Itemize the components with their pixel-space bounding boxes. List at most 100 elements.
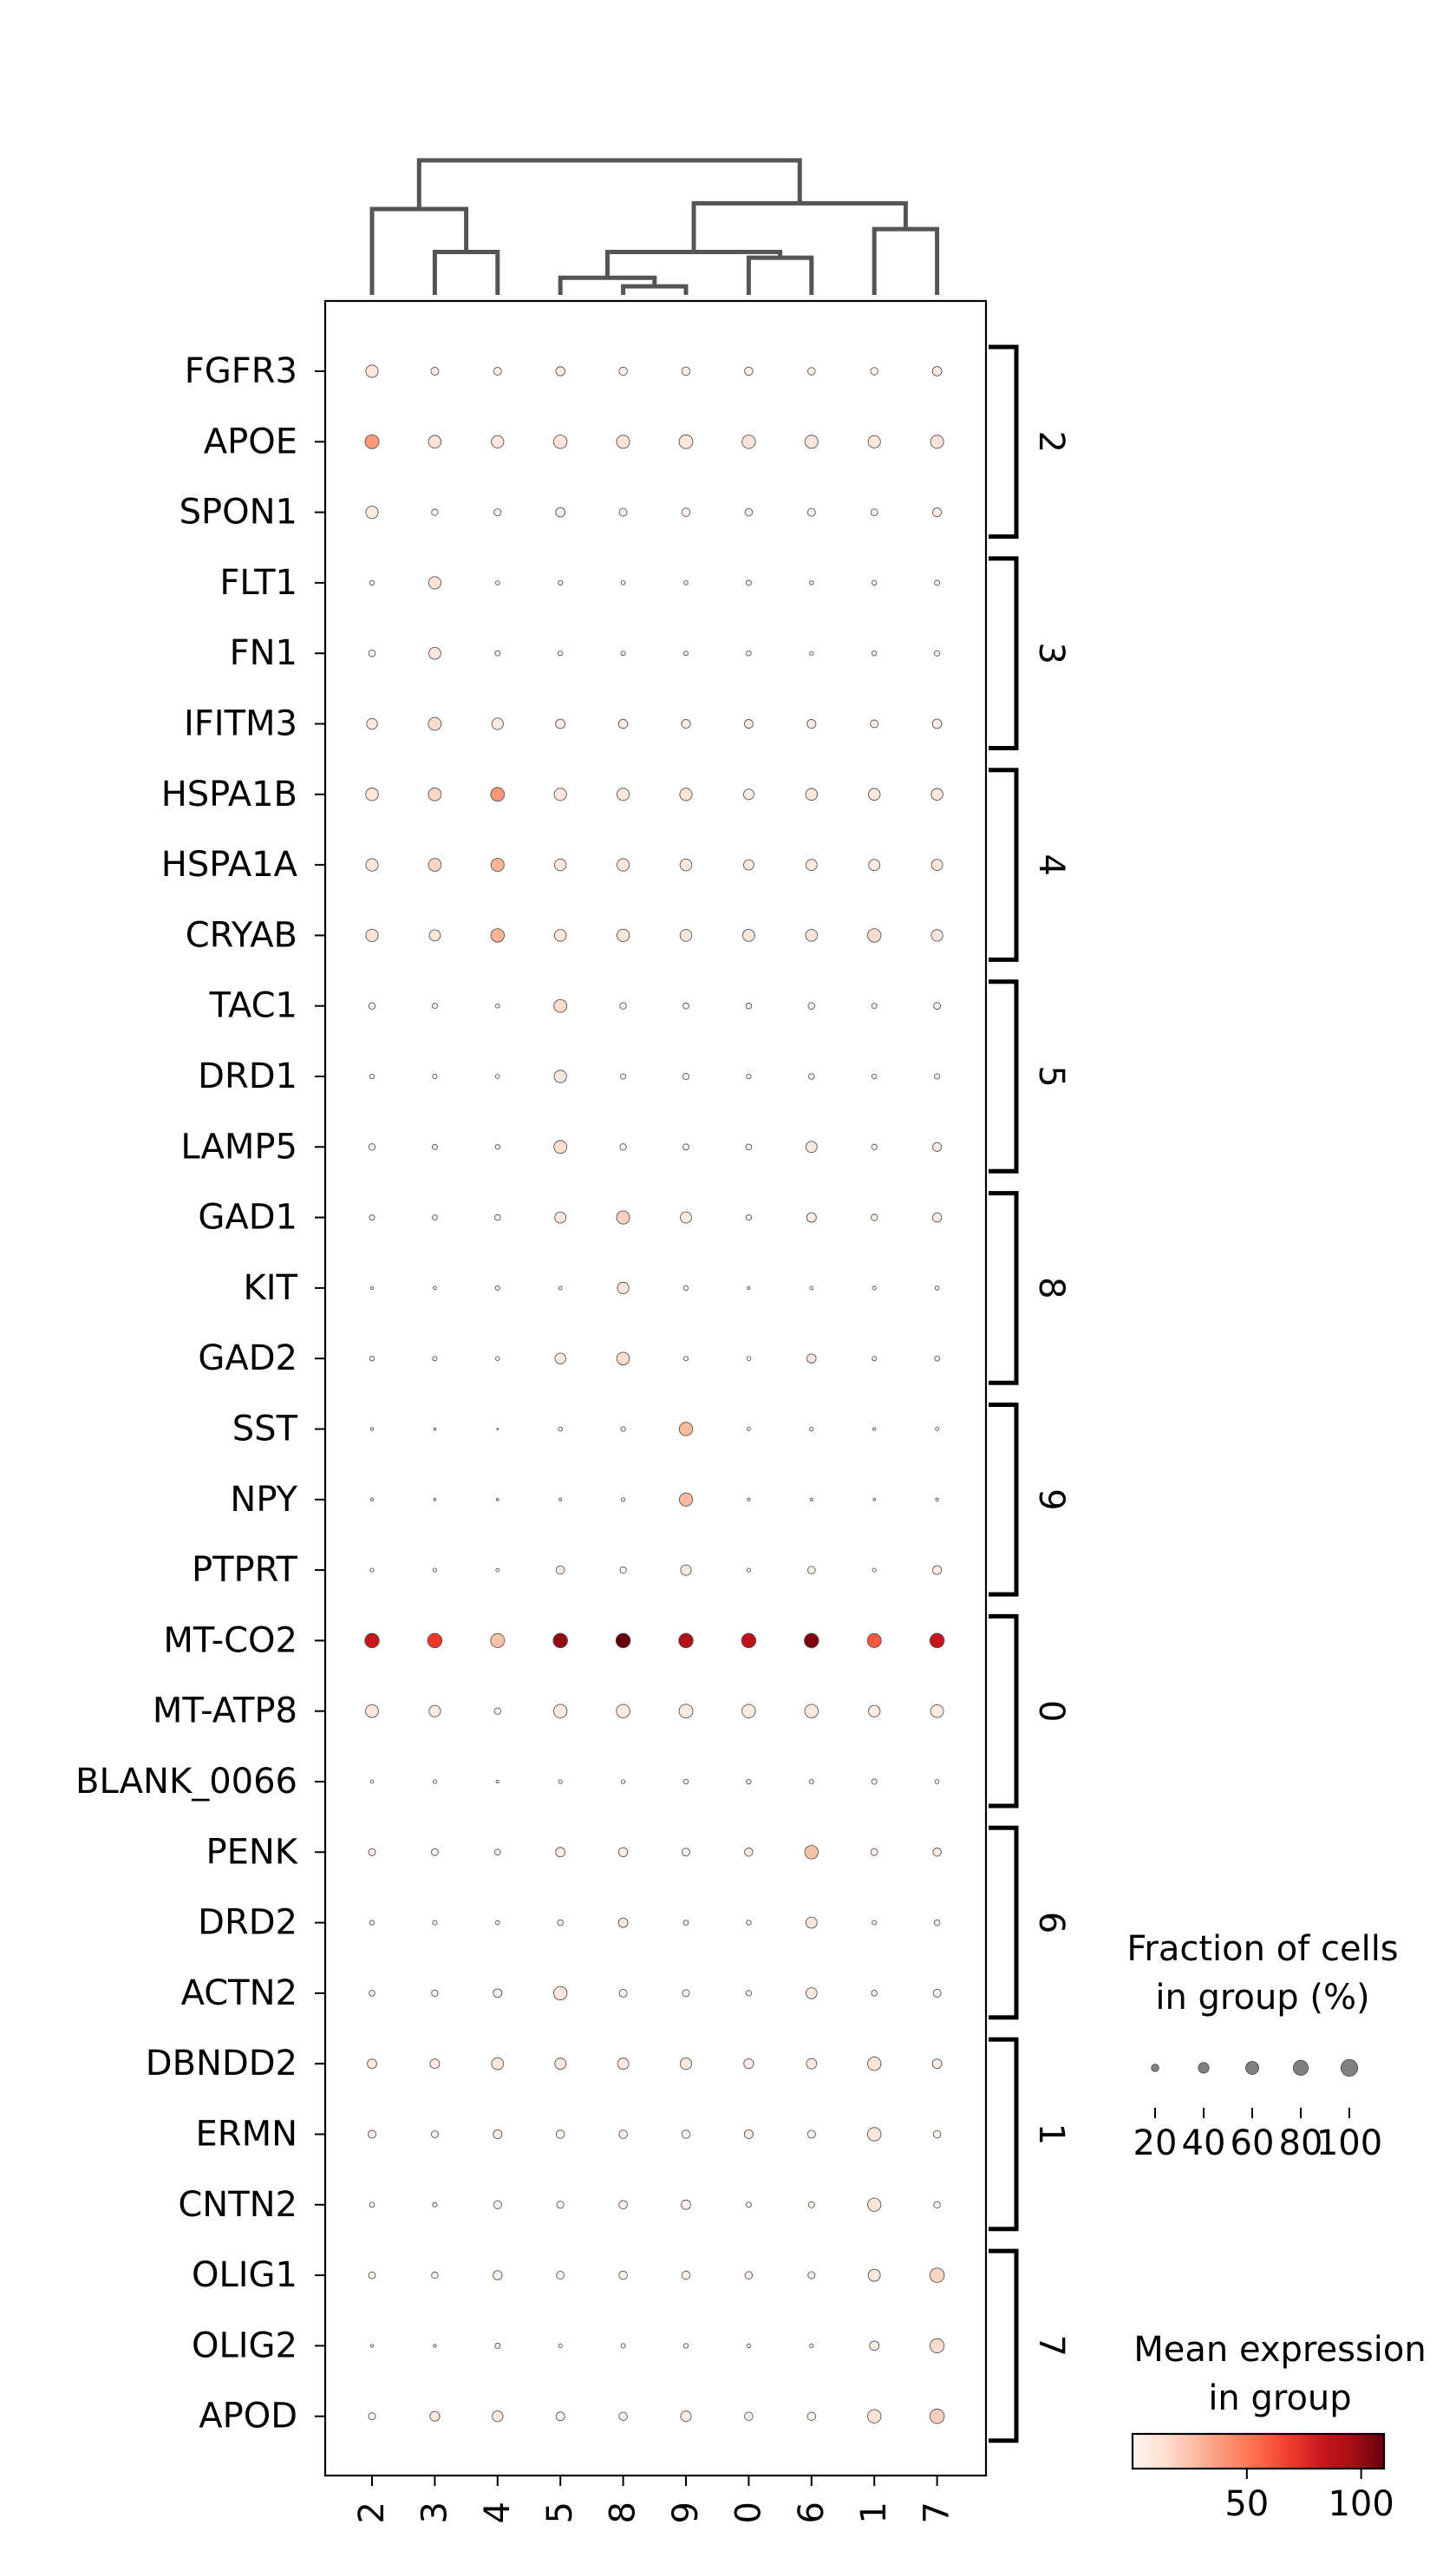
dot-drd1-group-4	[494, 1074, 500, 1079]
size-legend-title-line1: Fraction of cells	[1126, 1929, 1398, 1969]
dot-ermn-group-2	[368, 2129, 376, 2139]
dot-spon1-group-5	[555, 507, 566, 518]
dot-drd1-group-7	[934, 1073, 941, 1080]
dot-ermn-group-5	[555, 2129, 565, 2139]
dot-lamp5-group-0	[745, 1143, 753, 1151]
gene-label: GAD1	[198, 1198, 297, 1238]
dendrogram-link	[621, 284, 689, 295]
dot-npy-group-7	[935, 1497, 939, 1501]
dot-dbndd2-group-7	[931, 2058, 943, 2070]
dot-mt-co2-group-5	[552, 1632, 568, 1649]
dot-flt1-group-2	[369, 579, 375, 586]
dot-npy-group-2	[369, 1497, 375, 1501]
bracket-group-0	[989, 1613, 1019, 1809]
dot-fgfr3-group-7	[931, 366, 943, 376]
dot-actn2-group-8	[618, 1988, 628, 1998]
dot-apoe-group-0	[741, 435, 756, 449]
gene-label: FGFR3	[185, 351, 297, 391]
dot-flt1-group-0	[745, 579, 752, 586]
dot-drd2-group-3	[432, 1920, 438, 1926]
group-label: 6	[792, 2502, 832, 2523]
bracket-group-3	[989, 556, 1019, 750]
dot-fn1-group-4	[494, 650, 501, 657]
dot-tac1-group-8	[619, 1002, 627, 1010]
dot-apoe-group-7	[930, 435, 944, 449]
group-labels: 2 3 4 5 8 9 0 6 1 7	[352, 2476, 957, 2523]
dot-cntn2-group-7	[933, 2201, 941, 2208]
dot-sst-group-8	[620, 1426, 626, 1432]
dot-gad2-group-5	[554, 1352, 566, 1364]
dot-mt-atp8-group-5	[553, 1704, 568, 1718]
dot-olig1-group-5	[556, 2271, 565, 2280]
dot-tac1-group-2	[368, 1002, 376, 1010]
dot-dbndd2-group-9	[679, 2057, 693, 2070]
size-legend-label: 40	[1182, 2123, 1226, 2163]
dot-mt-co2-group-2	[364, 1632, 380, 1649]
dot-gad2-group-9	[683, 1356, 689, 1362]
dot-ermn-group-3	[430, 2130, 439, 2138]
dot-apod-group-7	[929, 2408, 945, 2424]
dot-fn1-group-8	[620, 651, 626, 657]
bracket-group-7	[989, 2248, 1019, 2443]
dot-fn1-group-2	[368, 649, 376, 657]
gene-label: DRD2	[198, 1903, 297, 1943]
dot-drd1-group-0	[746, 1073, 752, 1080]
dot-gad1-group-0	[745, 1213, 753, 1221]
plot-frame	[323, 299, 988, 2477]
dot-apoe-group-8	[616, 435, 630, 449]
dot-sst-group-5	[558, 1426, 564, 1432]
dot-cryab-group-1	[867, 928, 882, 943]
dot-flt1-group-5	[558, 579, 564, 586]
bracket-group-1	[989, 2037, 1019, 2232]
size-legend-dot	[1245, 2061, 1259, 2075]
dot-kit-group-2	[369, 1285, 375, 1291]
bracket-label-8: 8	[1031, 1277, 1071, 1298]
dot-ifitm3-group-1	[870, 719, 879, 729]
dot-mt-atp8-group-8	[616, 1704, 630, 1718]
dot-lamp5-group-9	[682, 1143, 689, 1151]
dot-apod-group-6	[806, 2411, 817, 2421]
dot-cryab-group-5	[553, 929, 567, 942]
dot-spon1-group-1	[870, 508, 878, 517]
dot-gad1-group-3	[432, 1214, 438, 1220]
dot-hspa1a-group-0	[743, 859, 754, 871]
gene-label: FLT1	[219, 563, 297, 603]
dot-sst-group-3	[433, 1427, 437, 1431]
gene-label: PENK	[206, 1832, 298, 1872]
dot-spon1-group-3	[431, 508, 439, 516]
dot-cntn2-group-6	[807, 2201, 815, 2208]
gene-label: GAD2	[198, 1338, 297, 1378]
dot-hspa1b-group-8	[617, 788, 630, 801]
dot-npy-group-0	[747, 1497, 751, 1501]
dot-blank_0066-group-0	[746, 1778, 752, 1785]
dot-fn1-group-5	[558, 651, 564, 657]
dot-drd2-group-5	[557, 1919, 564, 1926]
dot-mt-atp8-group-1	[868, 1704, 881, 1717]
dot-lamp5-group-3	[431, 1143, 438, 1150]
group-label: 5	[540, 2502, 580, 2523]
dot-ermn-group-8	[618, 2129, 628, 2139]
dot-apoe-group-6	[804, 435, 819, 449]
dot-lamp5-group-1	[871, 1143, 878, 1150]
dot-penk-group-9	[682, 1848, 690, 1857]
dot-npy-group-9	[678, 1492, 694, 1507]
bracket-label-2: 2	[1031, 431, 1071, 453]
dot-mt-co2-group-4	[490, 1632, 506, 1648]
dot-drd1-group-1	[872, 1073, 878, 1080]
dot-drd2-group-8	[617, 1917, 629, 1928]
gene-label: IFITM3	[184, 704, 297, 744]
dot-sst-group-0	[747, 1427, 751, 1431]
gene-label: PTPRT	[192, 1550, 298, 1590]
dot-gad2-group-8	[616, 1351, 630, 1365]
dot-gad2-group-1	[872, 1356, 878, 1362]
dot-gad2-group-7	[934, 1355, 940, 1362]
bracket-label-7: 7	[1031, 2335, 1071, 2357]
bracket-group-6	[989, 1825, 1019, 2020]
dot-gad1-group-9	[680, 1211, 692, 1224]
dot-dbndd2-group-8	[617, 2057, 630, 2070]
gene-label: CNTN2	[178, 2185, 297, 2225]
dot-cryab-group-9	[679, 929, 693, 942]
dot-actn2-group-7	[932, 1988, 942, 1998]
dot-gad2-group-4	[494, 1356, 500, 1362]
dot-actn2-group-5	[553, 1985, 568, 2001]
